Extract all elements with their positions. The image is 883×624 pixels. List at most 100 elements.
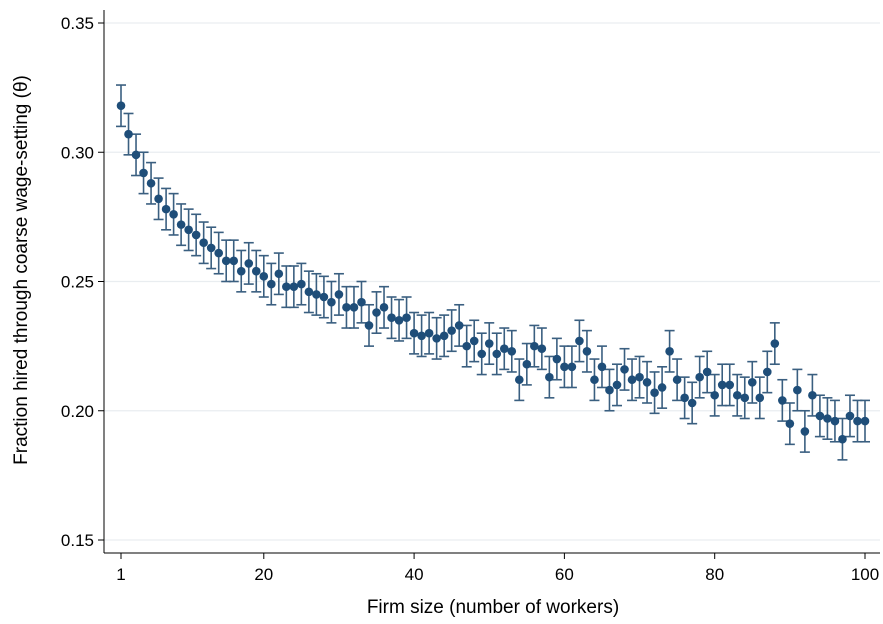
- data-point: [680, 393, 689, 403]
- y-axis-title: Fraction hired through coarse wage-setti…: [11, 75, 32, 465]
- data-point: [342, 303, 351, 312]
- data-point: [424, 328, 434, 338]
- data-point: [394, 315, 404, 325]
- data-point: [725, 380, 735, 390]
- data-point: [560, 362, 569, 372]
- error-bars: [116, 84, 870, 461]
- data-point: [334, 290, 344, 299]
- data-point: [499, 344, 509, 354]
- data-point: [740, 393, 750, 403]
- data-point: [417, 331, 426, 341]
- y-tick-label: 0.35: [61, 14, 94, 33]
- data-point: [650, 388, 659, 397]
- tick-labels: 0.15 0.20 0.25 0.30 0.35 1 20 40 60 80 100: [61, 14, 879, 584]
- data-point: [387, 313, 396, 322]
- data-point: [823, 414, 832, 423]
- data-point: [710, 390, 719, 400]
- data-point: [845, 411, 855, 421]
- data-point: [469, 336, 479, 346]
- x-tick-label: 40: [405, 565, 424, 584]
- y-tick-label: 0.30: [61, 143, 94, 162]
- data-point: [612, 380, 622, 390]
- data-point: [154, 194, 163, 204]
- data-point: [176, 220, 186, 229]
- data-point: [379, 303, 389, 312]
- x-tick-label: 60: [555, 565, 574, 584]
- data-points: [116, 101, 870, 444]
- data-point: [454, 321, 464, 330]
- data-point: [770, 339, 780, 348]
- data-point: [800, 427, 810, 436]
- data-point: [627, 375, 637, 385]
- data-point: [267, 279, 276, 289]
- data-point: [575, 336, 584, 346]
- data-point: [206, 243, 216, 253]
- data-point: [116, 101, 126, 111]
- data-point: [507, 346, 517, 356]
- data-point: [304, 287, 314, 297]
- data-point: [657, 383, 667, 392]
- data-point: [289, 282, 299, 291]
- data-point: [778, 396, 787, 405]
- data-point: [763, 367, 772, 377]
- data-point: [537, 344, 547, 354]
- data-point: [372, 308, 381, 317]
- data-point: [530, 341, 539, 351]
- x-tick-label: 80: [705, 565, 724, 584]
- data-point: [236, 266, 246, 276]
- data-point: [808, 390, 817, 400]
- data-point: [545, 372, 554, 382]
- data-point: [439, 331, 449, 341]
- data-point: [259, 272, 269, 281]
- data-point: [282, 282, 291, 291]
- x-tick-label: 1: [116, 565, 125, 584]
- data-point: [349, 303, 359, 312]
- data-point: [793, 385, 802, 395]
- data-point: [605, 385, 614, 395]
- data-point: [409, 328, 419, 338]
- data-point: [838, 434, 847, 444]
- data-point: [665, 346, 674, 356]
- data-point: [597, 362, 607, 372]
- data-point: [124, 129, 133, 139]
- data-point: [815, 411, 825, 421]
- data-point: [695, 372, 704, 382]
- data-point: [552, 354, 562, 364]
- data-point: [139, 168, 148, 178]
- data-point: [447, 326, 456, 335]
- x-tick-label: 20: [254, 565, 273, 584]
- data-point: [635, 372, 644, 382]
- data-point: [522, 359, 532, 369]
- data-point: [319, 292, 329, 302]
- x-tick-label: 100: [851, 565, 879, 584]
- y-tick-label: 0.25: [61, 273, 94, 292]
- data-point: [146, 178, 156, 188]
- data-point: [484, 339, 494, 348]
- data-point: [582, 346, 592, 356]
- data-point: [432, 334, 441, 343]
- data-point: [462, 341, 471, 351]
- data-point: [785, 419, 795, 428]
- data-point: [357, 297, 366, 307]
- data-point: [687, 398, 697, 408]
- x-axis-title: Firm size (number of workers): [367, 597, 619, 618]
- data-point: [672, 375, 682, 385]
- data-point: [590, 375, 599, 385]
- data-point: [747, 378, 757, 387]
- data-point: [860, 416, 870, 426]
- data-point: [402, 313, 411, 322]
- data-point: [642, 378, 652, 387]
- data-point: [620, 365, 629, 374]
- data-point: [732, 390, 742, 400]
- data-point: [717, 380, 727, 390]
- data-point: [327, 297, 336, 307]
- data-point: [274, 269, 284, 279]
- data-point: [755, 393, 765, 403]
- y-tick-label: 0.20: [61, 402, 94, 421]
- data-point: [221, 256, 231, 266]
- gridlines: [104, 22, 880, 541]
- data-point: [251, 266, 261, 276]
- data-point: [161, 204, 171, 214]
- data-point: [853, 416, 862, 426]
